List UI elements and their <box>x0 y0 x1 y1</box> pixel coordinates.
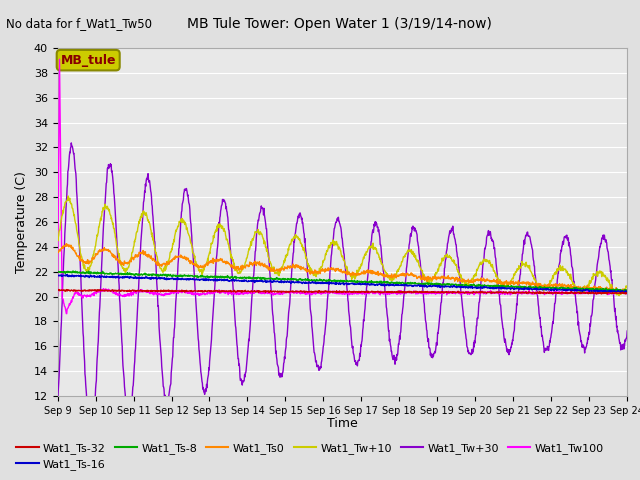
Y-axis label: Temperature (C): Temperature (C) <box>15 171 28 273</box>
X-axis label: Time: Time <box>327 417 358 430</box>
Text: MB Tule Tower: Open Water 1 (3/19/14-now): MB Tule Tower: Open Water 1 (3/19/14-now… <box>187 17 492 31</box>
Text: No data for f_Wat1_Tw50: No data for f_Wat1_Tw50 <box>6 17 152 30</box>
Legend: Wat1_Ts-32, Wat1_Ts-16, Wat1_Ts-8, Wat1_Ts0, Wat1_Tw+10, Wat1_Tw+30, Wat1_Tw100: Wat1_Ts-32, Wat1_Ts-16, Wat1_Ts-8, Wat1_… <box>12 438 608 474</box>
Text: MB_tule: MB_tule <box>60 54 116 67</box>
